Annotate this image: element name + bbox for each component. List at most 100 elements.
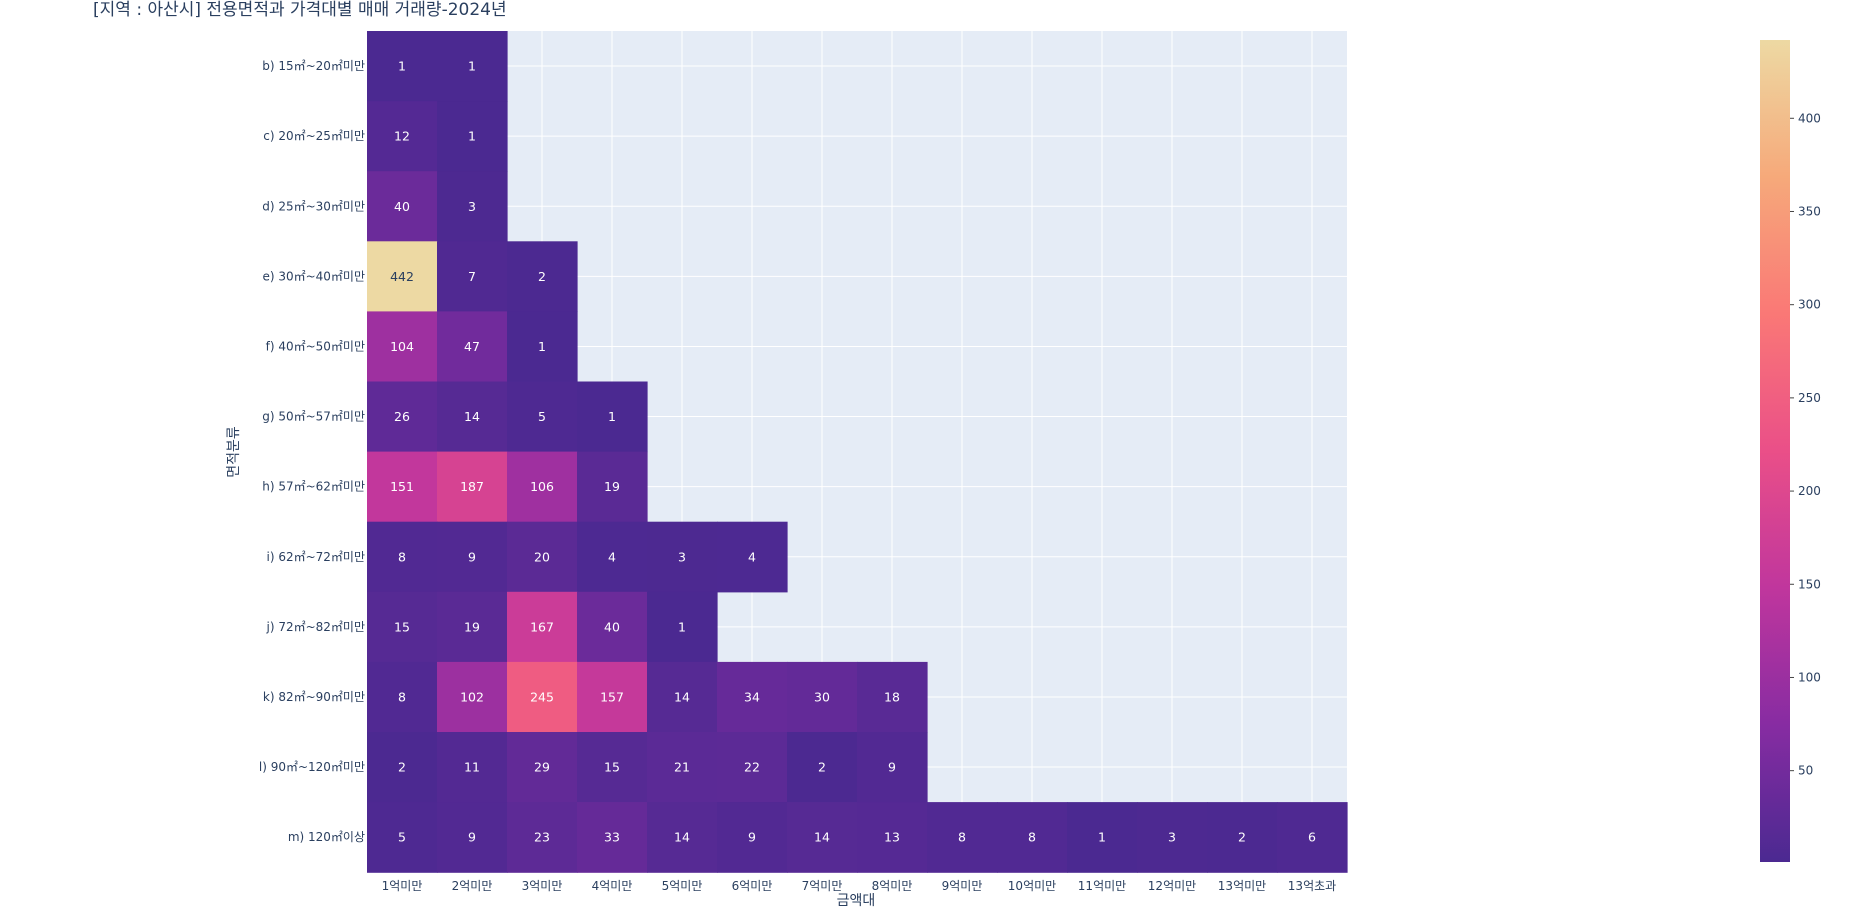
heatmap-cell (717, 661, 788, 733)
cell-value-label: 1 (468, 129, 476, 144)
cell-value-label: 33 (604, 830, 620, 845)
cell-value-label: 2 (818, 760, 826, 775)
y-axis-ticks: b) 15㎡~20㎡미만 c) 20㎡~25㎡미만 d) 25㎡~30㎡미만 e) 3… (259, 59, 365, 844)
heatmap-cell (577, 661, 648, 733)
chart-title: [지역 : 아산시] 전용면적과 가격대별 매매 거래량-2024년 (93, 0, 507, 20)
cell-value-label: 1 (678, 619, 686, 634)
cell-value-label: 5 (538, 409, 546, 424)
heatmap-cell (367, 381, 438, 453)
heatmap-cell (647, 732, 718, 803)
heatmap-cell (507, 381, 578, 453)
heatmap-cell (1207, 802, 1278, 873)
heatmap-cell (507, 802, 578, 873)
heatmap-cell (787, 661, 858, 733)
colorbar: 50 100 150 200 250 300 350 400 (1760, 40, 1821, 862)
cell-value-label: 14 (814, 830, 830, 845)
heatmap-cell (367, 31, 438, 102)
heatmap-cell (437, 381, 508, 453)
y-tick-label: f) 40㎡~50㎡미만 (266, 339, 365, 353)
heatmap-cell (577, 381, 648, 453)
heatmap-cell (1137, 802, 1208, 873)
heatmap-cell (507, 241, 578, 312)
heatmap-cell (1277, 802, 1348, 873)
heatmap-cell (577, 451, 648, 523)
x-tick-label: 13억초과 (1288, 879, 1336, 893)
heatmap-cell (577, 521, 648, 593)
heatmap-cell (717, 521, 788, 593)
heatmap-cell (367, 521, 438, 593)
cell-value-label: 26 (394, 409, 410, 424)
heatmap-cell (787, 802, 858, 873)
heatmap-cell (997, 802, 1068, 873)
cell-value-label: 8 (1028, 830, 1036, 845)
cell-value-label: 442 (390, 269, 414, 284)
heatmap-cell (577, 732, 648, 803)
y-tick-label: l) 90㎡~120㎡미만 (259, 760, 365, 774)
y-tick-label: e) 30㎡~40㎡미만 (262, 269, 365, 283)
cell-value-label: 7 (468, 269, 476, 284)
y-tick-label: j) 72㎡~82㎡미만 (265, 620, 365, 634)
heatmap-cell (647, 521, 718, 593)
y-tick-label: b) 15㎡~20㎡미만 (262, 59, 365, 73)
heatmap-cell (437, 732, 508, 803)
cell-value-label: 14 (674, 689, 690, 704)
cell-value-label: 22 (744, 760, 760, 775)
cell-value-label: 151 (390, 479, 414, 494)
colorbar-tick-label: 50 (1798, 764, 1813, 778)
y-tick-label: c) 20㎡~25㎡미만 (263, 129, 365, 143)
cell-value-label: 34 (744, 689, 760, 704)
cell-value-label: 23 (534, 830, 550, 845)
colorbar-tick-label: 150 (1798, 577, 1821, 591)
cell-value-label: 8 (398, 689, 406, 704)
cell-value-label: 19 (464, 619, 480, 634)
heatmap-cell (507, 661, 578, 733)
cell-value-label: 21 (674, 760, 690, 775)
cell-value-label: 18 (884, 689, 900, 704)
colorbar-tick-label: 400 (1798, 111, 1821, 125)
heatmap-cell (507, 732, 578, 803)
cell-value-label: 9 (748, 830, 756, 845)
cell-value-label: 8 (958, 830, 966, 845)
cell-value-label: 5 (398, 830, 406, 845)
heatmap-cell (507, 521, 578, 593)
cell-value-label: 4 (748, 549, 756, 564)
x-tick-label: 11억미만 (1078, 879, 1126, 893)
cell-value-label: 1 (1098, 830, 1106, 845)
heatmap-cell (367, 591, 438, 663)
cell-value-label: 15 (604, 760, 620, 775)
heatmap-cell (437, 31, 508, 102)
cell-value-label: 104 (390, 339, 414, 354)
cell-value-label: 102 (460, 689, 484, 704)
heatmap-cell (437, 661, 508, 733)
colorbar-tick-label: 350 (1798, 204, 1821, 218)
x-tick-label: 8억미만 (872, 879, 913, 893)
x-tick-label: 2억미만 (452, 879, 493, 893)
heatmap-cell (367, 451, 438, 523)
cell-value-label: 2 (1238, 830, 1246, 845)
x-axis-ticks: 1억미만 2억미만 3억미만 4억미만 5억미만 6억미만 7억미만 8억미만 9억미만 10억미… (382, 879, 1337, 893)
heatmap-cell (367, 311, 438, 383)
heatmap-cell (367, 802, 438, 873)
cell-value-label: 9 (468, 830, 476, 845)
cell-value-label: 1 (608, 409, 616, 424)
cell-value-label: 15 (394, 619, 410, 634)
cell-value-label: 9 (468, 549, 476, 564)
cell-value-label: 3 (678, 549, 686, 564)
heatmap-cell (507, 591, 578, 663)
x-tick-label: 12억미만 (1148, 879, 1196, 893)
y-tick-label: d) 25㎡~30㎡미만 (262, 199, 365, 213)
cell-value-label: 1 (398, 59, 406, 74)
heatmap-cell (367, 241, 438, 312)
cell-value-label: 187 (460, 479, 484, 494)
cell-value-label: 106 (530, 479, 554, 494)
cell-value-label: 29 (534, 760, 550, 775)
cell-value-label: 11 (464, 760, 480, 775)
cell-value-label: 8 (398, 549, 406, 564)
x-tick-label: 10억미만 (1008, 879, 1056, 893)
cell-value-label: 2 (398, 760, 406, 775)
heatmap-cell (857, 732, 928, 803)
heatmap-cell (437, 241, 508, 312)
heatmap-cell (437, 311, 508, 383)
heatmap-cell (437, 101, 508, 172)
